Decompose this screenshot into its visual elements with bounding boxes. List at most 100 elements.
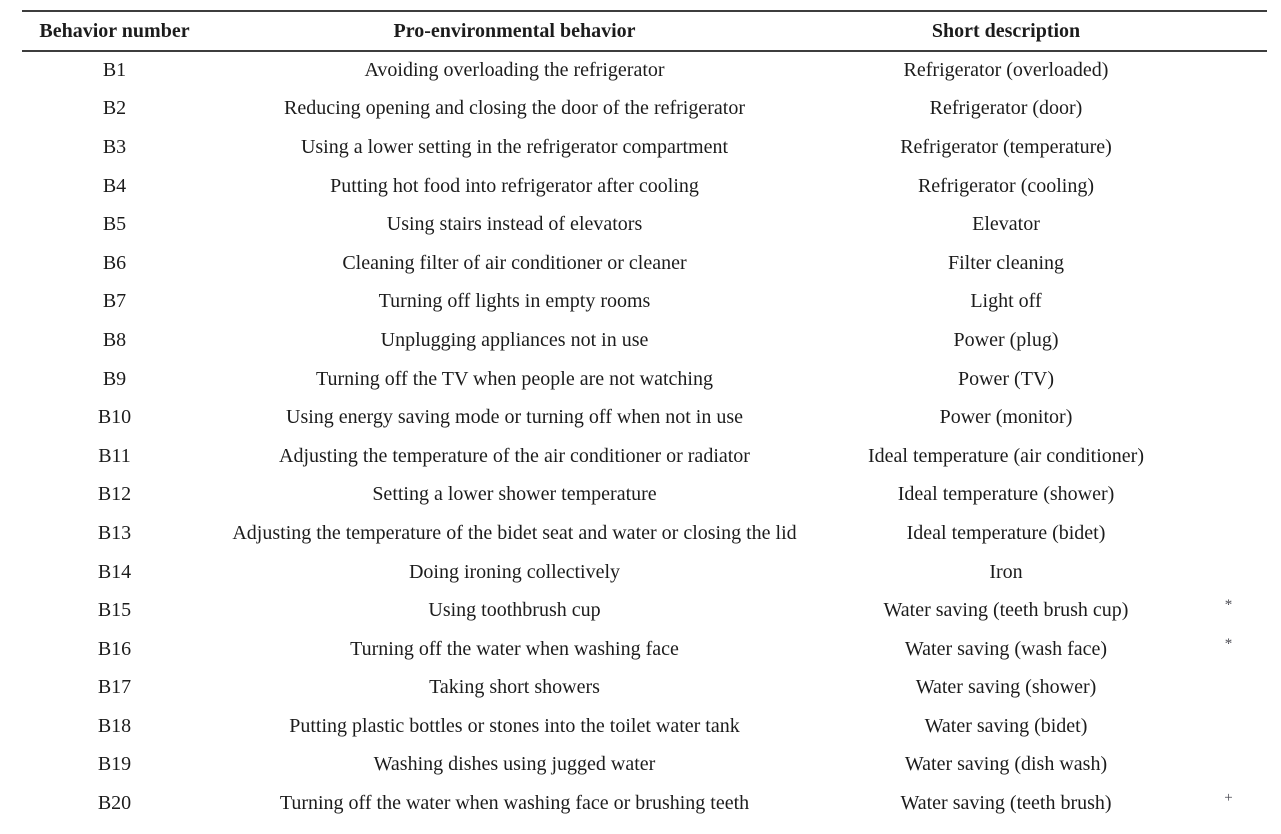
behavior-table: Behavior number Pro-environmental behavi… [22,10,1267,823]
header-short-description: Short description [822,11,1190,52]
behavior-number-cell: B2 [102,97,127,120]
table-row: B7 Turning off lights in empty rooms Lig… [22,283,1267,322]
behavior-cell: Taking short showers [429,676,600,699]
behavior-number-cell: B9 [102,367,127,390]
behavior-number-cell: B16 [97,637,132,660]
marker-cell [1190,669,1267,708]
table-row: B15 Using toothbrush cup Water saving (t… [22,591,1267,630]
behavior-cell: Unplugging appliances not in use [380,328,649,351]
table-row: B8 Unplugging appliances not in use Powe… [22,321,1267,360]
table-row: B13 Adjusting the temperature of the bid… [22,514,1267,553]
behavior-cell: Cleaning filter of air conditioner or cl… [342,251,687,274]
behavior-cell: Reducing opening and closing the door of… [284,97,745,120]
description-cell: Refrigerator (overloaded) [903,59,1109,82]
table-row: B11 Adjusting the temperature of the air… [22,437,1267,476]
behavior-cell: Turning off the TV when people are not w… [316,367,713,390]
behavior-cell: Turning off lights in empty rooms [378,290,651,313]
behavior-cell: Turning off the water when washing face … [279,792,750,815]
marker-cell [1190,360,1267,399]
table-row: B6 Cleaning filter of air conditioner or… [22,244,1267,283]
table-row: B20 Turning off the water when washing f… [22,784,1267,823]
behavior-cell: Adjusting the temperature of the bidet s… [232,521,797,544]
description-cell: Elevator [972,213,1040,236]
table-row: B16 Turning off the water when washing f… [22,630,1267,669]
table-row: B4 Putting hot food into refrigerator af… [22,167,1267,206]
behavior-number-cell: B18 [97,714,132,737]
marker-cell [1190,746,1267,785]
behavior-cell: Turning off the water when washing face [350,637,679,660]
behavior-cell: Setting a lower shower temperature [372,483,657,506]
table-row: B18 Putting plastic bottles or stones in… [22,707,1267,746]
header-marker-spacer [1190,11,1267,52]
description-cell: Power (monitor) [939,406,1073,429]
table-row: B2 Reducing opening and closing the door… [22,90,1267,129]
behavior-number-cell: B17 [97,676,132,699]
behavior-cell: Washing dishes using jugged water [373,753,656,776]
marker-cell: * [1190,591,1267,630]
behavior-cell: Using stairs instead of elevators [386,213,643,236]
behavior-cell: Adjusting the temperature of the air con… [279,444,750,467]
description-cell: Refrigerator (temperature) [900,135,1112,158]
behavior-number-cell: B5 [102,213,127,236]
behavior-cell: Avoiding overloading the refrigerator [364,59,665,82]
description-cell: Water saving (teeth brush) [900,792,1112,815]
behavior-number-cell: B10 [97,406,132,429]
table-body: B1 Avoiding overloading the refrigerator… [22,51,1267,823]
table-row: B17 Taking short showers Water saving (s… [22,669,1267,708]
footnote-marker: * [1224,597,1233,614]
behavior-number-cell: B15 [97,599,132,622]
marker-cell: * [1190,630,1267,669]
marker-cell [1190,553,1267,592]
description-cell: Ideal temperature (air conditioner) [868,444,1144,467]
behavior-cell: Using a lower setting in the refrigerato… [300,135,729,158]
footnote-marker: * [1224,635,1233,652]
description-cell: Filter cleaning [947,251,1065,274]
behavior-number-cell: B8 [102,328,127,351]
description-cell: Power (plug) [953,328,1059,351]
behavior-cell: Using energy saving mode or turning off … [286,406,743,429]
table-row: B19 Washing dishes using jugged water Wa… [22,746,1267,785]
behavior-number-cell: B1 [102,59,127,82]
marker-cell [1190,398,1267,437]
marker-cell: + [1190,784,1267,823]
table-row: B3 Using a lower setting in the refriger… [22,128,1267,167]
marker-cell [1190,128,1267,167]
description-cell: Refrigerator (door) [929,97,1083,120]
marker-cell [1190,244,1267,283]
marker-cell [1190,476,1267,515]
description-cell: Light off [970,290,1042,313]
marker-cell [1190,321,1267,360]
description-cell: Water saving (wash face) [904,637,1108,660]
description-cell: Water saving (teeth brush cup) [883,599,1129,622]
behavior-cell: Using toothbrush cup [428,599,601,622]
table-row: B14 Doing ironing collectively Iron [22,553,1267,592]
table-header-row: Behavior number Pro-environmental behavi… [22,11,1267,52]
marker-cell [1190,437,1267,476]
marker-cell [1190,90,1267,129]
description-cell: Water saving (dish wash) [904,753,1108,776]
behavior-number-cell: B11 [98,444,131,467]
behavior-number-cell: B19 [97,753,132,776]
behavior-number-cell: B6 [102,251,127,274]
marker-cell [1190,205,1267,244]
marker-cell [1190,283,1267,322]
table-row: B9 Turning off the TV when people are no… [22,360,1267,399]
table-head: Behavior number Pro-environmental behavi… [22,11,1267,52]
marker-cell [1190,707,1267,746]
behavior-cell: Putting hot food into refrigerator after… [330,174,699,197]
behavior-cell: Putting plastic bottles or stones into t… [289,714,740,737]
behavior-number-cell: B20 [97,792,132,815]
marker-cell [1190,514,1267,553]
behavior-number-cell: B3 [102,135,127,158]
marker-cell [1190,51,1267,90]
behavior-number-cell: B13 [97,521,132,544]
description-cell: Ideal temperature (shower) [897,483,1115,506]
behavior-number-cell: B4 [102,174,127,197]
description-cell: Power (TV) [957,367,1055,390]
description-cell: Water saving (bidet) [924,714,1088,737]
marker-cell [1190,167,1267,206]
table-row: B12 Setting a lower shower temperature I… [22,476,1267,515]
description-cell: Refrigerator (cooling) [917,174,1095,197]
behavior-number-cell: B12 [97,483,132,506]
